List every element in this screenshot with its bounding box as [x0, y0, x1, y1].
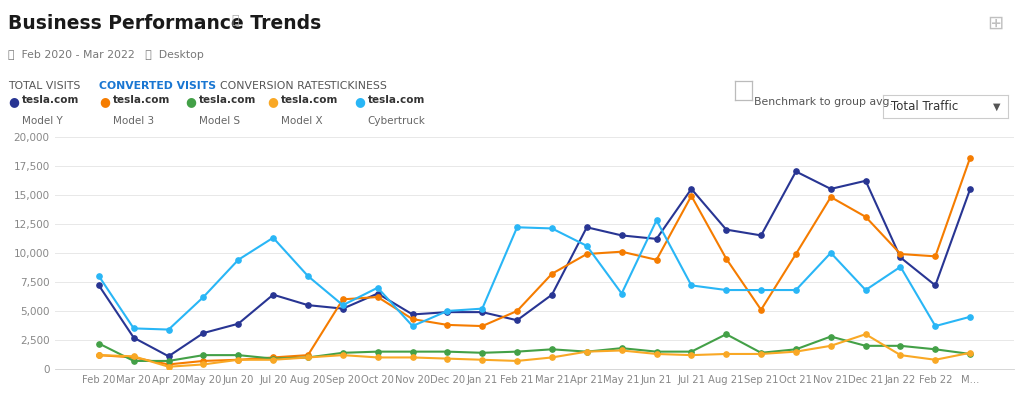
Text: Cybertruck: Cybertruck	[368, 116, 426, 126]
Text: ⊞: ⊞	[987, 14, 1004, 33]
Text: TOTAL VISITS: TOTAL VISITS	[8, 81, 81, 91]
Text: STICKINESS: STICKINESS	[324, 81, 387, 91]
Text: CONVERTED VISITS: CONVERTED VISITS	[99, 81, 216, 91]
Text: tesla.com: tesla.com	[368, 95, 425, 105]
Text: tesla.com: tesla.com	[113, 95, 170, 105]
Text: Business Performance Trends: Business Performance Trends	[8, 14, 322, 33]
Text: Model S: Model S	[199, 116, 240, 126]
Text: CONVERSION RATE: CONVERSION RATE	[220, 81, 325, 91]
Text: ●: ●	[8, 95, 19, 108]
Text: tesla.com: tesla.com	[281, 95, 338, 105]
Text: Total Traffic: Total Traffic	[892, 100, 958, 113]
Text: Model X: Model X	[281, 116, 323, 126]
Text: ⓘ: ⓘ	[231, 14, 239, 27]
Text: Benchmark to group avg.: Benchmark to group avg.	[754, 97, 893, 107]
Text: Model Y: Model Y	[22, 116, 62, 126]
Text: 📅  Feb 2020 - Mar 2022   🖥️  Desktop: 📅 Feb 2020 - Mar 2022 🖥️ Desktop	[8, 50, 204, 59]
Text: ●: ●	[354, 95, 366, 108]
Text: ●: ●	[185, 95, 197, 108]
Text: ●: ●	[99, 95, 111, 108]
Text: tesla.com: tesla.com	[199, 95, 256, 105]
Text: Model 3: Model 3	[113, 116, 154, 126]
Text: ▼: ▼	[992, 101, 1000, 112]
Text: ●: ●	[267, 95, 279, 108]
Text: tesla.com: tesla.com	[22, 95, 79, 105]
